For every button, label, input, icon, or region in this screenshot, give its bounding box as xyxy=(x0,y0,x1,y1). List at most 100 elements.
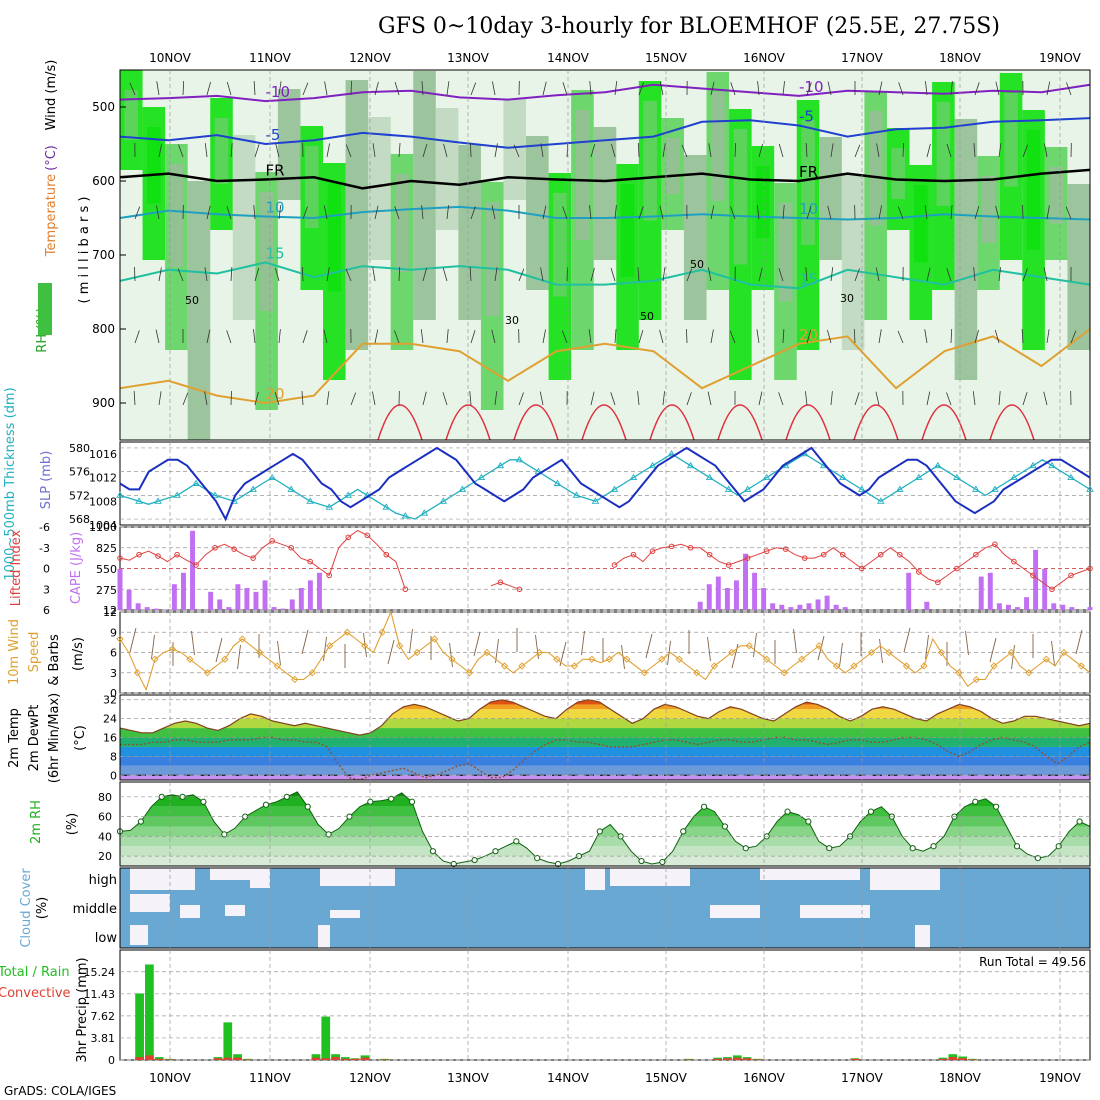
wind-barb xyxy=(134,206,141,220)
wind-barb xyxy=(1022,268,1028,282)
cape-bar xyxy=(262,580,268,610)
cape-bar xyxy=(924,601,930,610)
cloud-row-label: low xyxy=(95,931,118,946)
cape-bar xyxy=(743,553,748,610)
date-label-bottom: 19NOV xyxy=(1039,1071,1081,1085)
lifted-index-marker xyxy=(212,544,218,551)
wind-speed-marker xyxy=(780,669,788,677)
cape-bar xyxy=(752,572,758,610)
wind-barb xyxy=(878,81,883,96)
warm-contour xyxy=(853,404,899,441)
wind-speed-marker xyxy=(465,669,474,677)
cape-tick: 550 xyxy=(96,563,117,576)
wind-barb xyxy=(1066,82,1072,96)
wind-barb xyxy=(637,143,640,158)
isotherm-label: 10 xyxy=(799,200,818,218)
wind-barb xyxy=(206,205,211,220)
thickness-marker xyxy=(896,485,904,492)
date-label-top: 11NOV xyxy=(249,51,291,65)
cape-bar xyxy=(1015,607,1020,610)
wind-barb xyxy=(686,268,693,282)
wind-speed-marker xyxy=(518,662,526,670)
isotherm-label: 10 xyxy=(266,199,285,217)
thickness-marker xyxy=(953,473,961,481)
lifted-index-marker xyxy=(725,562,732,568)
rh2m-marker xyxy=(325,831,332,838)
convective-bar xyxy=(938,1058,948,1060)
wind-speed-marker xyxy=(430,635,439,643)
thickness-marker xyxy=(1086,485,1094,492)
thickness-marker xyxy=(838,473,847,481)
cape-bar xyxy=(770,603,776,610)
cape-bar xyxy=(1051,603,1057,610)
rh2m-marker xyxy=(137,818,144,825)
cape-bar xyxy=(289,599,295,610)
slp-ylabel: SLP (mb) xyxy=(39,451,54,510)
wind-barb xyxy=(1044,143,1048,158)
thickness-marker xyxy=(382,503,391,510)
cape-tick: 12 xyxy=(103,604,117,617)
rh2m-marker xyxy=(680,828,687,835)
cloud-gap xyxy=(800,905,870,918)
rh-band xyxy=(756,166,770,238)
wind-barb xyxy=(326,391,330,406)
wind-barb-10m xyxy=(839,642,843,668)
isotherm-line xyxy=(119,205,1091,221)
thickness-marker xyxy=(705,473,714,481)
cloud-gap xyxy=(330,910,360,918)
rh-band xyxy=(711,92,725,201)
wind-barb xyxy=(950,329,953,344)
wind-barb xyxy=(324,81,328,96)
wind-barb xyxy=(588,329,592,344)
convective-bar xyxy=(311,1057,321,1060)
wind-barb xyxy=(897,206,904,220)
date-label-bottom: 18NOV xyxy=(939,1071,981,1085)
lifted-index-marker xyxy=(706,551,713,558)
wind-tick: 12 xyxy=(103,606,117,619)
wind-barb xyxy=(637,391,640,406)
wind-barb-10m xyxy=(535,634,539,660)
rh-band xyxy=(620,184,635,277)
precip-bar xyxy=(223,1022,233,1060)
li-tick: -3 xyxy=(39,542,50,555)
wind-barb xyxy=(734,143,737,158)
precip-bar xyxy=(938,1057,948,1060)
pressure-tick: 500 xyxy=(92,100,115,114)
rh2m-marker xyxy=(742,845,749,852)
wind-barbs xyxy=(129,80,1077,406)
wind-barb xyxy=(301,391,304,406)
wind-barb xyxy=(1065,206,1072,220)
wind-tick: 9 xyxy=(110,626,117,639)
temp-tick: 0 xyxy=(110,769,117,782)
wind-speed-marker xyxy=(1077,662,1085,670)
pressure-tick: 700 xyxy=(92,248,115,262)
wind-barb xyxy=(875,391,880,406)
cape-bar xyxy=(788,607,794,610)
cape-bar xyxy=(824,595,830,610)
wind-barb-10m xyxy=(323,636,327,662)
cape-bar xyxy=(298,588,304,610)
cloud-gap xyxy=(318,925,330,948)
rh-band xyxy=(214,118,229,184)
thickness-marker xyxy=(629,473,638,481)
date-label-top: 16NOV xyxy=(743,51,785,65)
wind-speed-marker xyxy=(675,655,683,663)
rh-band xyxy=(593,127,617,260)
wind-barb xyxy=(758,143,763,158)
wind-barb xyxy=(730,206,736,220)
lifted-index-marker xyxy=(250,555,256,561)
wind-speed-line xyxy=(119,610,1091,692)
li-tick: -6 xyxy=(39,521,50,534)
wind-barb xyxy=(374,81,379,96)
wind-barb xyxy=(562,206,568,220)
wind-barb xyxy=(518,268,525,282)
wind-barb xyxy=(782,205,785,220)
rh-band xyxy=(120,806,1090,817)
cape-bar xyxy=(271,607,277,610)
rh-band xyxy=(120,826,1090,837)
cape-bar xyxy=(797,604,803,610)
thickness-marker xyxy=(591,497,600,504)
wind-barb xyxy=(350,392,357,406)
lifted-index-marker xyxy=(269,538,275,544)
wind-barb xyxy=(134,267,136,282)
